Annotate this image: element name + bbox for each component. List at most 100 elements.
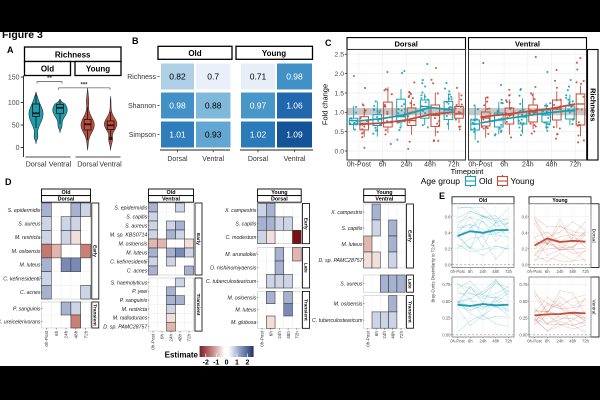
svg-text:48h: 48h — [492, 269, 500, 274]
svg-text:24h: 24h — [522, 161, 534, 168]
svg-text:Shannon: Shannon — [128, 103, 156, 110]
svg-text:Timepoint: Timepoint — [451, 167, 485, 176]
svg-text:Richness: Richness — [127, 74, 156, 81]
svg-text:2.0: 2.0 — [335, 71, 345, 78]
svg-text:2.5: 2.5 — [335, 52, 345, 59]
svg-text:Early: Early — [92, 245, 98, 257]
svg-text:2: 2 — [245, 360, 249, 367]
svg-text:M. osloensis: M. osloensis — [118, 241, 147, 247]
svg-text:0.88: 0.88 — [205, 101, 222, 111]
svg-text:72h: 72h — [582, 269, 590, 274]
svg-text:Simpson: Simpson — [129, 132, 156, 139]
svg-text:C. ureicelerivorans: C. ureicelerivorans — [0, 319, 41, 325]
svg-text:72h: 72h — [83, 330, 88, 338]
svg-text:**: ** — [47, 76, 52, 82]
svg-text:48h: 48h — [569, 339, 577, 344]
svg-text:0h-Post: 0h-Post — [527, 269, 542, 274]
svg-text:Late: Late — [302, 263, 308, 273]
svg-text:S. aureus: S. aureus — [125, 223, 148, 229]
svg-text:S. capitis: S. capitis — [126, 214, 147, 220]
svg-text:Dorsal: Dorsal — [77, 160, 98, 169]
svg-text:Ventral: Ventral — [375, 197, 393, 203]
svg-text:100: 100 — [8, 100, 20, 107]
svg-text:Dorsal: Dorsal — [395, 39, 418, 48]
svg-text:M. globosa: M. globosa — [231, 320, 256, 326]
svg-text:D: D — [5, 177, 12, 187]
svg-text:X. campestris: X. campestris — [330, 210, 363, 216]
svg-text:0.00: 0.00 — [519, 332, 528, 337]
svg-text:P. sanguinis: P. sanguinis — [13, 306, 41, 312]
svg-text:0.25: 0.25 — [442, 316, 451, 321]
svg-text:50: 50 — [12, 122, 20, 129]
svg-text:-2: -2 — [203, 360, 209, 367]
svg-text:Late: Late — [406, 279, 412, 289]
svg-text:M. luteus: M. luteus — [341, 242, 362, 248]
svg-text:1.06: 1.06 — [286, 101, 303, 111]
svg-text:72h: 72h — [187, 333, 192, 341]
svg-text:0.98: 0.98 — [286, 72, 303, 82]
svg-text:24h: 24h — [480, 269, 488, 274]
svg-text:Dorsal: Dorsal — [248, 156, 269, 163]
svg-text:A: A — [7, 45, 14, 55]
svg-text:0h-Post: 0h-Post — [260, 330, 265, 347]
svg-text:Transient: Transient — [406, 301, 412, 323]
svg-text:Old: Old — [41, 65, 54, 74]
svg-text:X. campestris: X. campestris — [224, 208, 257, 214]
svg-text:S. aureus: S. aureus — [340, 282, 363, 288]
svg-text:6h: 6h — [545, 339, 550, 344]
svg-text:P. yeei: P. yeei — [132, 289, 148, 295]
svg-text:Estimate: Estimate — [165, 351, 199, 360]
svg-text:M. luteus: M. luteus — [19, 263, 40, 269]
svg-text:0h-Post: 0h-Post — [527, 339, 542, 344]
svg-text:72h: 72h — [582, 339, 590, 344]
svg-text:M. restricta: M. restricta — [122, 307, 148, 313]
svg-text:0.75: 0.75 — [519, 282, 528, 287]
svg-text:Young: Young — [552, 198, 567, 204]
svg-text:Ventral: Ventral — [49, 160, 72, 169]
svg-text:48h: 48h — [492, 339, 500, 344]
svg-text:Transient: Transient — [195, 294, 201, 316]
svg-text:0.6: 0.6 — [445, 214, 451, 219]
svg-text:6h: 6h — [268, 331, 273, 337]
svg-text:0h-Post: 0h-Post — [44, 330, 49, 347]
svg-text:24h: 24h — [382, 331, 387, 339]
svg-text:Richness: Richness — [589, 88, 598, 121]
svg-text:0h-Post: 0h-Post — [450, 339, 465, 344]
svg-text:0.0: 0.0 — [522, 262, 528, 267]
svg-text:C. modestum: C. modestum — [226, 235, 258, 241]
svg-text:S. capitis: S. capitis — [235, 222, 256, 228]
svg-text:Old: Old — [188, 49, 201, 58]
svg-text:0.25: 0.25 — [519, 316, 528, 321]
svg-text:M. radiodurans: M. radiodurans — [113, 316, 148, 322]
svg-text:Transient: Transient — [92, 304, 98, 326]
svg-text:Early: Early — [406, 230, 412, 242]
svg-text:0h-Post: 0h-Post — [151, 333, 156, 350]
svg-text:C. kefirresidentii: C. kefirresidentii — [110, 259, 148, 265]
svg-text:0.93: 0.93 — [205, 130, 222, 140]
svg-text:Ventral: Ventral — [591, 300, 597, 315]
svg-text:Young: Young — [271, 190, 287, 196]
svg-text:0.98: 0.98 — [169, 101, 186, 111]
svg-text:6h: 6h — [374, 331, 379, 337]
svg-text:48h: 48h — [74, 330, 79, 338]
svg-text:C: C — [325, 38, 332, 48]
svg-text:S. haemolyticus: S. haemolyticus — [111, 280, 148, 286]
svg-text:48h: 48h — [286, 331, 291, 339]
svg-text:72h: 72h — [448, 161, 460, 168]
svg-text:S. aureus: S. aureus — [18, 222, 41, 228]
svg-text:Ventral: Ventral — [284, 156, 306, 163]
svg-text:S. epidermidis: S. epidermidis — [114, 205, 147, 211]
svg-text:0.97: 0.97 — [250, 101, 267, 111]
svg-text:0.0: 0.0 — [335, 148, 345, 155]
svg-text:Dorsal: Dorsal — [58, 197, 75, 203]
svg-text:1.0: 1.0 — [335, 110, 345, 117]
svg-text:72h: 72h — [505, 339, 513, 344]
svg-text:B: B — [132, 36, 139, 46]
svg-text:Young: Young — [86, 65, 110, 74]
svg-text:0.7: 0.7 — [207, 72, 219, 82]
svg-text:6h: 6h — [545, 269, 550, 274]
svg-text:Young: Young — [262, 49, 286, 58]
svg-text:0.2: 0.2 — [522, 246, 528, 251]
svg-text:***: *** — [80, 82, 88, 88]
svg-text:Ventral: Ventral — [202, 156, 224, 163]
